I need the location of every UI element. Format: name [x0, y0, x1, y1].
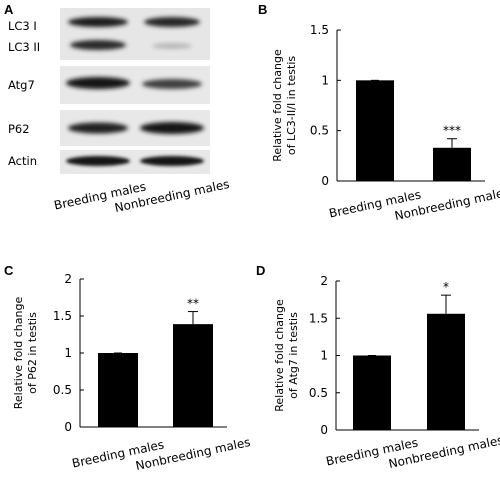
- y-tick-label: 0.5: [309, 386, 328, 400]
- y-tick-label: 0.5: [310, 124, 329, 138]
- blot-strip-lc3: [60, 8, 210, 60]
- y-tick-label: 2: [64, 272, 72, 286]
- bar: [173, 324, 213, 427]
- bar: [356, 80, 394, 181]
- bar: [427, 313, 465, 430]
- blot-label-atg7: Atg7: [8, 78, 35, 92]
- y-tick-label: 1.5: [53, 309, 72, 323]
- panel-b-letter: B: [258, 2, 267, 17]
- y-tick-label: 1.5: [309, 311, 328, 325]
- significance-label: ***: [443, 124, 461, 138]
- blot-strip-actin: [60, 150, 210, 174]
- blot-label-lc3-ii: LC3 II: [8, 40, 40, 54]
- y-axis-label: Relative fold change: [273, 299, 286, 412]
- panel-a-letter: A: [4, 2, 14, 17]
- bar: [433, 147, 471, 181]
- y-tick-label: 0: [320, 423, 328, 437]
- y-tick-label: 2: [320, 274, 328, 288]
- blot-strip-atg7: [60, 66, 210, 104]
- blot-label-actin: Actin: [8, 154, 37, 168]
- y-tick-label: 0: [321, 174, 329, 188]
- blot-strip-p62: [60, 110, 210, 146]
- blot-label-lc3-i: LC3 I: [8, 19, 37, 33]
- bar: [353, 355, 391, 430]
- blot-label-p62: P62: [8, 122, 30, 136]
- panel-d-letter: D: [256, 263, 265, 278]
- y-axis-label: of LC3-II/I in testis: [285, 56, 298, 156]
- bar: [98, 353, 138, 427]
- significance-label: **: [187, 297, 199, 311]
- significance-label: *: [443, 280, 449, 294]
- y-tick-label: 1: [320, 349, 328, 363]
- y-axis-label: of Atg7 in testis: [287, 312, 300, 399]
- y-axis-label: Relative fold change: [271, 49, 284, 162]
- y-tick-label: 1: [321, 73, 329, 87]
- panel-a: A LC3 I LC3 II Atg7 P62 Actin: [4, 2, 231, 215]
- y-tick-label: 1: [64, 346, 72, 360]
- y-axis-label: Relative fold change: [12, 297, 25, 410]
- panel-c-letter: C: [4, 263, 14, 278]
- y-axis-label: of P62 in testis: [26, 312, 39, 394]
- y-tick-label: 0: [64, 420, 72, 434]
- y-tick-label: 1.5: [310, 23, 329, 37]
- y-tick-label: 0.5: [53, 383, 72, 397]
